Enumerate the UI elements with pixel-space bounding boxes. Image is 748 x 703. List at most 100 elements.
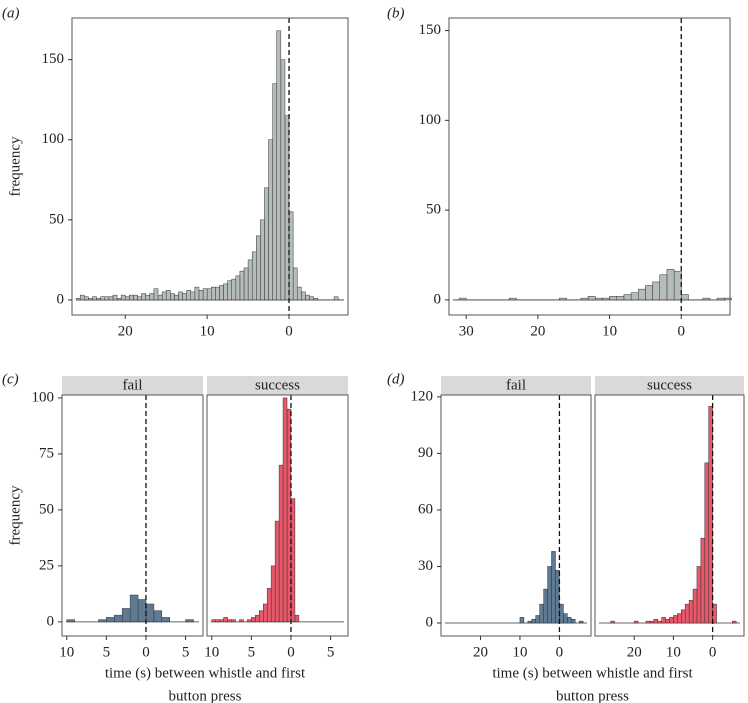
bar [296,286,302,301]
bar [211,619,216,623]
strip [62,376,203,395]
bar [219,619,224,623]
x-tick-label: 20 [473,644,488,660]
bar [198,290,204,301]
x-tick-label: 0 [287,644,295,660]
panel-border [206,394,349,637]
y-tick-label: 50 [39,501,54,517]
bar [333,296,339,301]
bar [106,617,115,623]
bar [170,293,175,301]
bar [527,620,533,624]
x-tick-label: 5 [182,644,190,660]
bar [227,619,232,623]
bar [313,298,318,301]
bar [633,620,639,624]
y-tick-label: 100 [419,112,442,128]
y-tick-label: 75 [39,445,54,461]
y-axis-label: frequency [7,485,23,545]
bar [251,251,257,301]
y-tick-label: 0 [426,614,434,630]
x-tick-label: 5 [248,644,256,660]
bar [294,614,300,623]
bar [274,520,280,623]
bar [649,620,655,624]
bar [219,285,224,301]
x-tick-label: 10 [602,323,617,339]
bar [645,620,651,624]
x-tick-label: 20 [118,323,133,339]
panel-border [448,17,731,316]
bar [508,297,517,301]
x-tick-label: 10 [666,644,681,660]
bar [519,617,525,624]
bar [284,115,290,301]
bar [114,614,123,623]
y-tick-label: 0 [434,291,442,307]
x-axis-label: time (s) between whistle and first [105,665,306,681]
bar [696,566,702,624]
bar [587,296,596,301]
bar [161,617,170,623]
bar [145,603,155,623]
y-tick-label: 50 [49,211,64,227]
bar [66,619,75,623]
bar [161,291,167,301]
bar [116,298,122,301]
bar [702,297,711,301]
bar [124,296,130,301]
bar [141,293,146,301]
bar [616,296,625,301]
bar [259,610,264,623]
panel-label: (c) [2,371,19,387]
x-axis-label: time (s) between whistle and first [492,665,693,681]
bar [602,297,610,301]
bar [688,600,694,624]
bar [539,603,544,624]
bar [653,618,658,624]
y-tick-label: 25 [39,557,54,573]
bar [260,219,265,301]
bar [194,286,200,301]
bar [563,613,568,624]
bar [182,293,187,301]
bar [137,599,147,623]
bar [661,617,666,624]
y-tick-label: 100 [32,389,55,405]
bar [264,187,269,301]
bar [270,565,276,623]
bar [266,588,272,623]
bar [227,280,232,301]
bar [681,609,686,624]
bar [282,397,288,623]
bar [268,139,273,301]
bar [235,275,241,301]
bar [623,294,632,301]
bar [652,281,660,301]
strip [595,376,744,395]
bar [630,292,639,301]
strip-label: fail [123,377,143,393]
bar [108,296,114,301]
bar [262,603,268,623]
bar [531,618,536,624]
x-tick-label: 20 [530,323,545,339]
bar [594,297,603,301]
bar [700,537,706,624]
panel-border [594,394,745,637]
bar [153,288,159,301]
strip-label: success [255,377,300,393]
bar [206,288,212,301]
bar [243,267,249,301]
panel-border [61,394,204,637]
bar [231,278,237,301]
y-tick-label: 0 [57,291,65,307]
bar [137,296,142,301]
bar [276,30,282,301]
bar [247,259,253,301]
strip-label: success [647,377,692,393]
y-axis-label: frequency [7,136,23,196]
bar [731,620,737,624]
bar [239,619,244,623]
